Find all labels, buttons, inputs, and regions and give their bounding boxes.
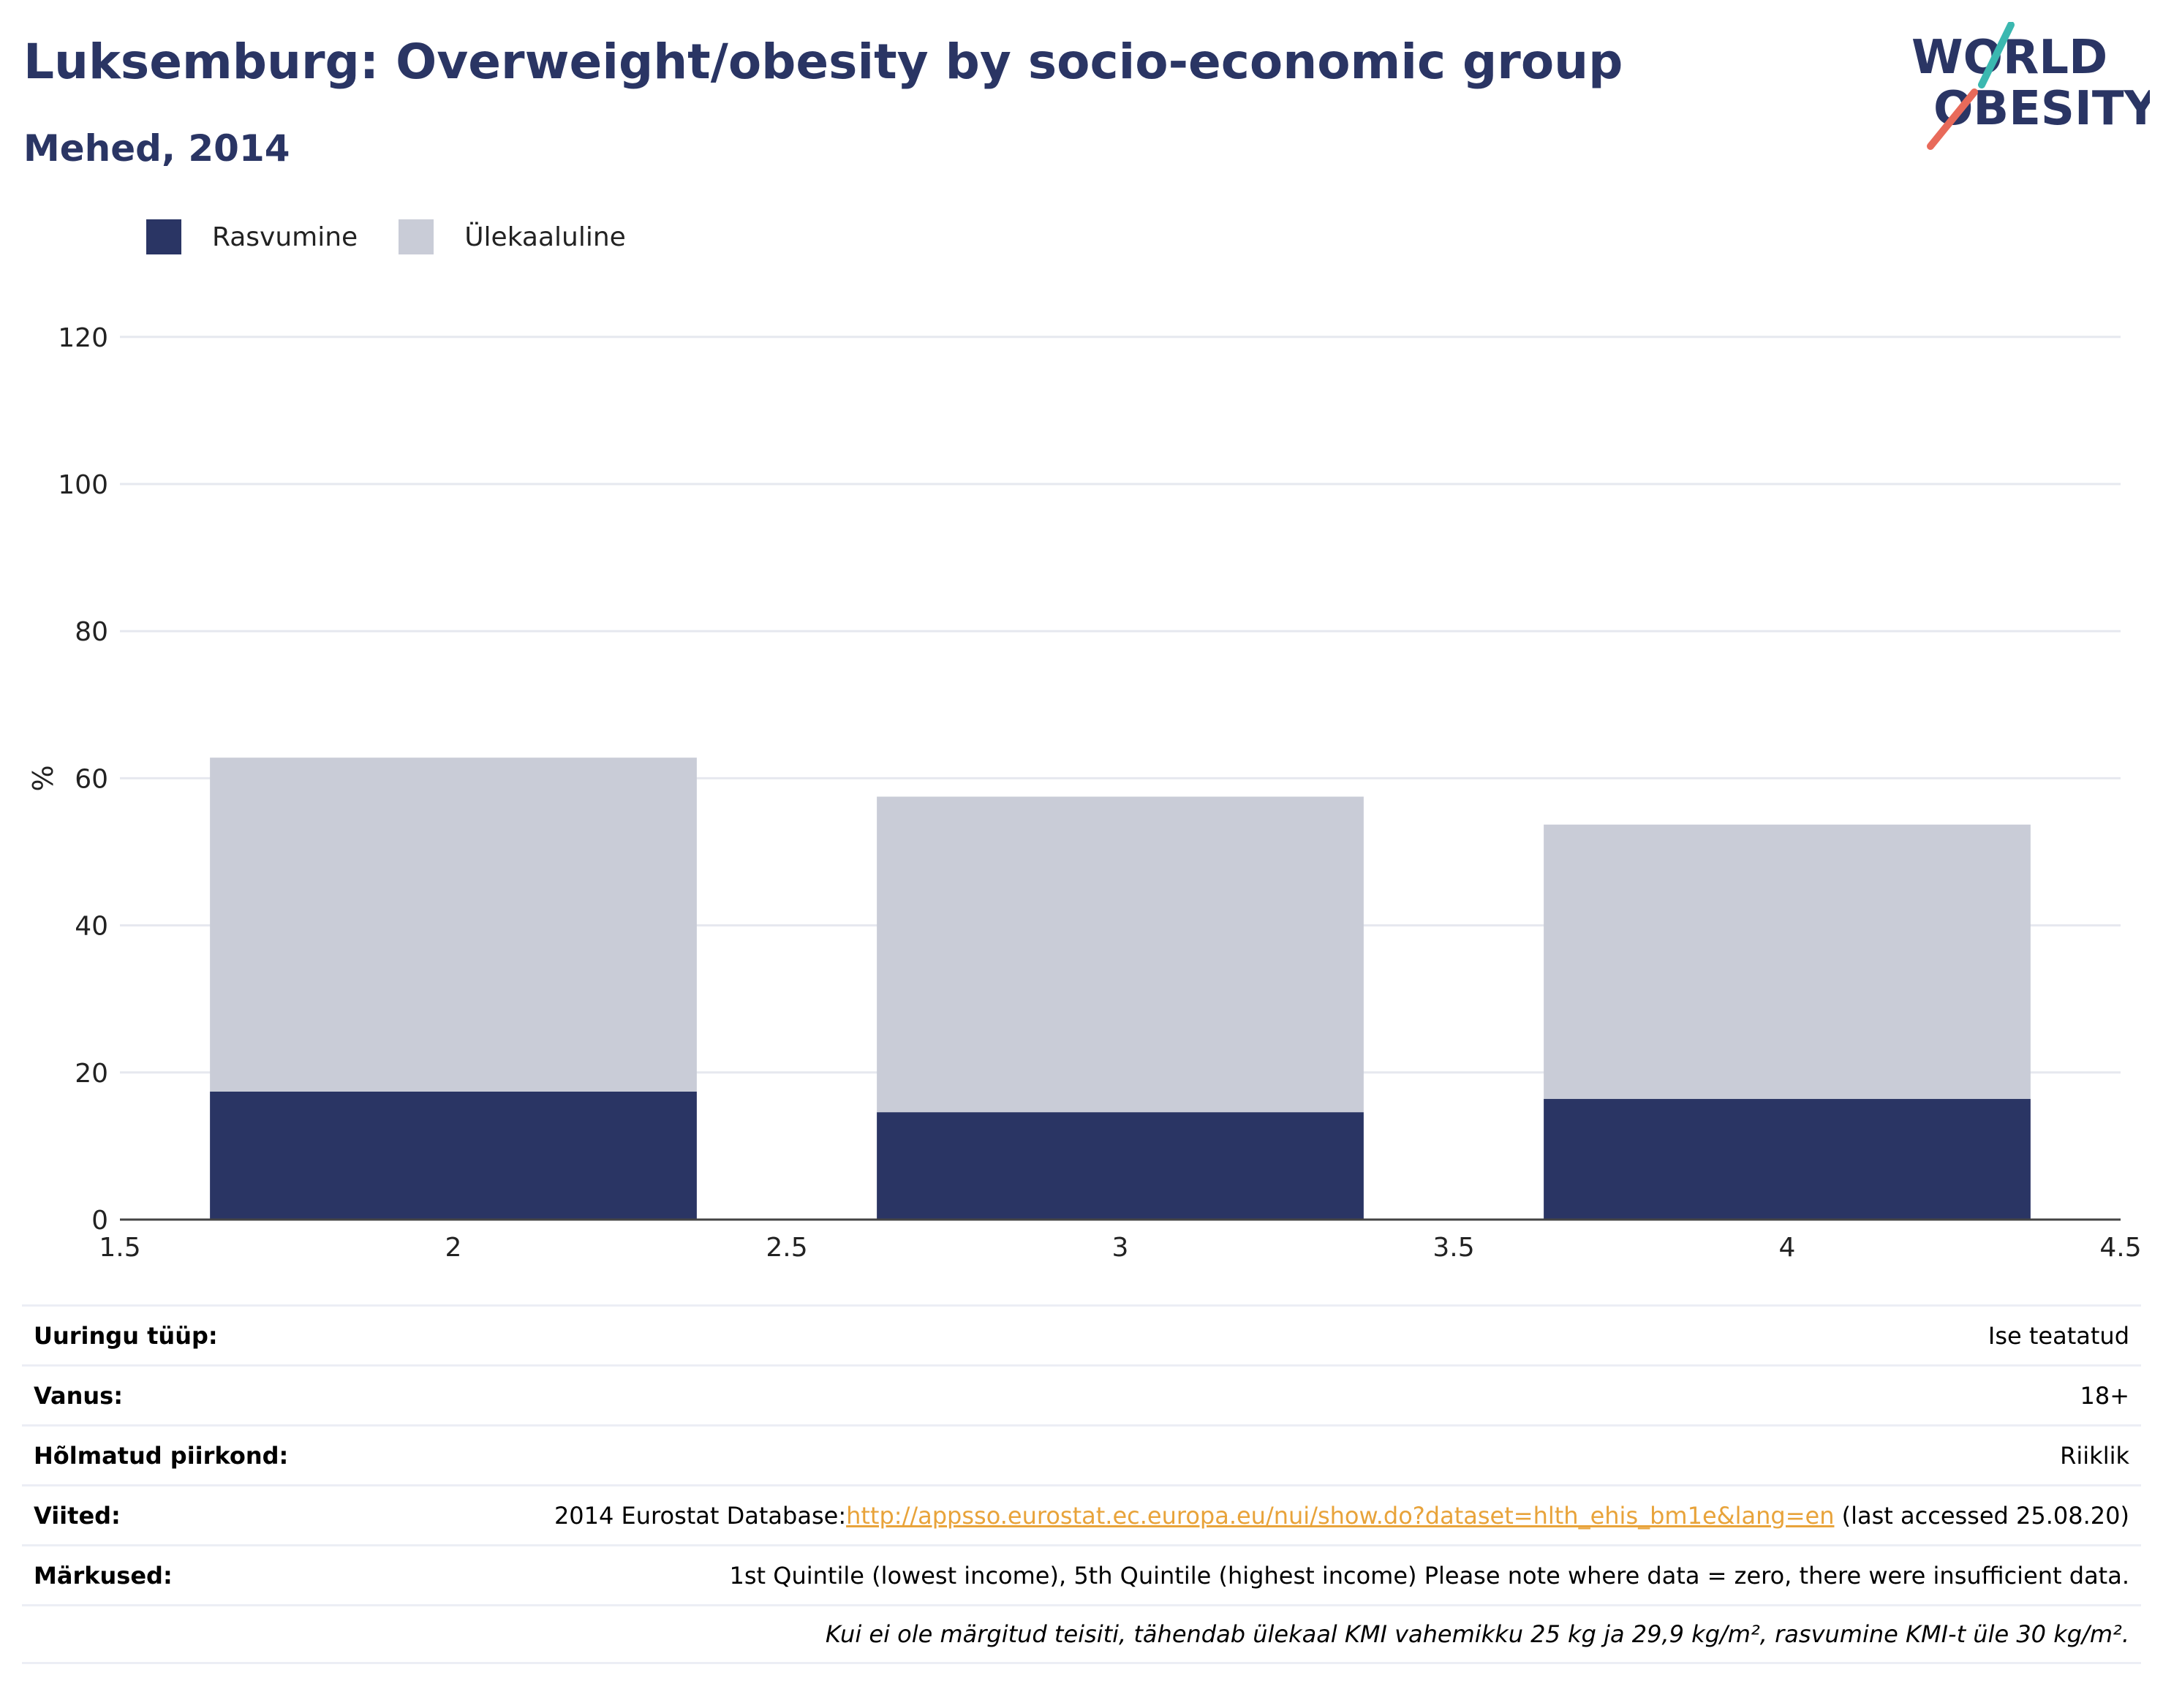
info-row-footnote: Kui ei ole märgitud teisiti, tähendab ül… [22,1604,2141,1664]
info-value: Ise teatatud [1988,1321,2129,1350]
info-row-survey-type: Uuringu tüüp: Ise teatatud [22,1304,2141,1364]
chart-subtitle: Mehed, 2014 [23,127,290,170]
logo-slash-teal [1978,22,2015,88]
info-table: Uuringu tüüp: Ise teatatud Vanus: 18+ Hõ… [22,1304,2141,1664]
info-row-references: Viited: 2014 Eurostat Database:http://ap… [22,1484,2141,1544]
info-label: Hõlmatud piirkond: [34,1441,289,1470]
logo-text-obesity: OBESITY [1933,82,2150,136]
bar-overweight [210,757,697,1092]
info-value: 18+ [2080,1381,2129,1410]
bar-obesity [1544,1099,2031,1220]
chart-title: Luksemburg: Overweight/obesity by socio-… [23,34,1623,90]
bar-obesity [877,1112,1364,1220]
legend-item-obesity[interactable]: Rasvumine [146,219,358,254]
info-label: Uuringu tüüp: [34,1321,218,1350]
y-axis-label: % [27,765,59,791]
reference-prefix: 2014 Eurostat Database: [554,1501,847,1530]
reference-link[interactable]: http://appsso.eurostat.ec.europa.eu/nui/… [846,1501,1835,1530]
y-tick-label: 0 [91,1206,108,1236]
y-tick-label: 100 [58,470,108,500]
legend: Rasvumine Ülekaaluline [146,216,667,257]
info-value: 2014 Eurostat Database:http://appsso.eur… [554,1502,2129,1530]
stacked-bar-chart: 0 20 40 60 80 100 120 1.5 2 2.5 3 3.5 4 4.5% [27,323,2142,1263]
y-tick-label: 120 [58,323,108,353]
x-tick-label: 1.5 [99,1233,140,1263]
bar-overweight [877,796,1364,1113]
info-label: Märkused: [34,1561,173,1590]
info-value: 1st Quintile (lowest income), 5th Quinti… [729,1561,2130,1590]
footnote: Kui ei ole märgitud teisiti, tähendab ül… [825,1620,2129,1648]
legend-label-obesity: Rasvumine [212,222,358,252]
y-tick-label: 60 [75,764,108,794]
legend-swatch-obesity [146,219,181,254]
info-label: Vanus: [34,1381,124,1410]
info-row-age: Vanus: 18+ [22,1364,2141,1424]
x-tick-label: 4.5 [2099,1233,2141,1263]
x-tick-label: 4 [1779,1233,1796,1263]
x-tick-label: 3.5 [1432,1233,1474,1263]
reference-suffix: (last accessed 25.08.20) [1834,1501,2129,1530]
logo-text-world: WORLD [1911,31,2107,85]
x-tick-label: 2 [445,1233,462,1263]
legend-swatch-overweight [399,219,434,254]
info-value: Riiklik [2060,1441,2129,1470]
x-tick-label: 2.5 [766,1233,807,1263]
info-label: Viited: [34,1501,121,1530]
legend-item-overweight[interactable]: Ülekaaluline [399,219,626,254]
bar-overweight [1544,824,2031,1100]
legend-label-overweight: Ülekaaluline [464,222,626,252]
info-row-notes: Märkused: 1st Quintile (lowest income), … [22,1544,2141,1604]
x-tick-label: 3 [1112,1233,1129,1263]
logo-slash-coral [1927,88,1978,150]
world-obesity-logo: WORLD OBESITY [1911,22,2150,150]
y-tick-label: 80 [75,617,108,647]
y-tick-label: 40 [75,912,108,942]
info-row-region: Hõlmatud piirkond: Riiklik [22,1424,2141,1484]
bar-obesity [210,1091,697,1220]
y-tick-label: 20 [75,1059,108,1089]
